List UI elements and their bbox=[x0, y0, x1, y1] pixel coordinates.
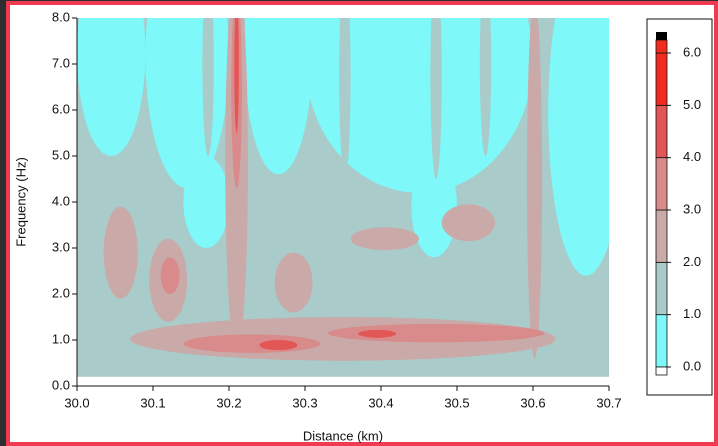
contour-region bbox=[234, 18, 239, 133]
contour-region bbox=[430, 18, 442, 179]
contour-region bbox=[441, 204, 495, 242]
contour-region bbox=[160, 257, 180, 294]
colorbar-frame bbox=[646, 18, 713, 396]
contour-area bbox=[77, 18, 609, 377]
y-tick-label: 3.0 bbox=[52, 239, 70, 254]
contour-region bbox=[350, 227, 419, 251]
y-tick-label: 5.0 bbox=[52, 147, 70, 162]
colorbar-tick-label: 0.0 bbox=[683, 358, 701, 373]
colorbar-band bbox=[655, 209, 668, 263]
contour-region bbox=[358, 329, 397, 338]
contour-region bbox=[327, 323, 545, 343]
x-tick-label: 30.1 bbox=[140, 395, 165, 410]
contour-region bbox=[202, 18, 214, 156]
colorbar-tick-label: 5.0 bbox=[683, 97, 701, 112]
colorbar-tick-label: 4.0 bbox=[683, 149, 701, 164]
x-axis-label: Distance (km) bbox=[303, 428, 383, 443]
colorbar-tick-label: 1.0 bbox=[683, 306, 701, 321]
x-tick-label: 30.5 bbox=[444, 395, 469, 410]
colorbar-tick-label: 2.0 bbox=[683, 254, 701, 269]
contour-region bbox=[103, 206, 138, 299]
colorbar-tick-label: 6.0 bbox=[683, 44, 701, 59]
y-tick-label: 8.0 bbox=[52, 9, 70, 24]
colorbar-under bbox=[655, 366, 668, 376]
contour-region bbox=[183, 156, 229, 248]
y-tick-label: 6.0 bbox=[52, 101, 70, 116]
colorbar-band bbox=[655, 52, 668, 106]
contour-region bbox=[305, 18, 533, 193]
y-tick-label: 4.0 bbox=[52, 193, 70, 208]
y-tick-label: 1.0 bbox=[52, 331, 70, 346]
colorbar-band bbox=[655, 104, 668, 159]
y-tick-label: 7.0 bbox=[52, 55, 70, 70]
colorbar-band bbox=[655, 314, 668, 368]
contour-region bbox=[548, 18, 609, 276]
contour-region bbox=[479, 18, 492, 156]
colorbar-band bbox=[655, 261, 668, 316]
colorbar-band bbox=[655, 157, 668, 211]
x-tick-label: 30.4 bbox=[368, 395, 393, 410]
x-tick-label: 30.7 bbox=[596, 395, 621, 410]
contour-region bbox=[183, 334, 321, 353]
x-tick-label: 30.0 bbox=[64, 395, 89, 410]
y-tick-label: 2.0 bbox=[52, 285, 70, 300]
colorbar-tick-label: 3.0 bbox=[683, 201, 701, 216]
x-tick-label: 30.6 bbox=[520, 395, 545, 410]
contour-region bbox=[274, 252, 313, 313]
x-tick-label: 30.2 bbox=[216, 395, 241, 410]
contour-region bbox=[77, 18, 146, 156]
colorbar-over bbox=[656, 32, 667, 40]
contour-region bbox=[339, 18, 351, 179]
contour-region bbox=[526, 18, 543, 359]
contour-region bbox=[244, 18, 313, 175]
colorbar-over-band bbox=[655, 39, 668, 54]
y-axis-label: Frequency (Hz) bbox=[13, 157, 28, 247]
x-tick-label: 30.3 bbox=[292, 395, 317, 410]
y-tick-label: 0.0 bbox=[52, 377, 70, 392]
contour-region bbox=[259, 340, 298, 351]
